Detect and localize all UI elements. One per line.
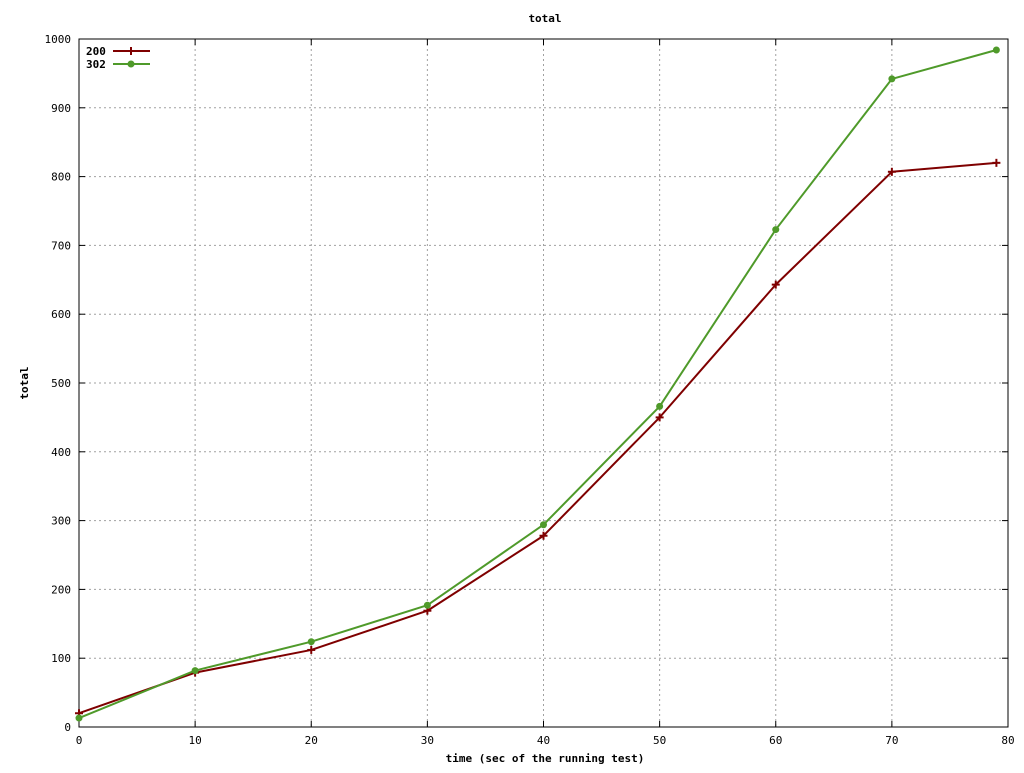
data-point (75, 714, 83, 722)
data-point (423, 601, 431, 609)
data-point (887, 167, 896, 176)
chart-title: total (528, 12, 561, 25)
y-tick-label: 100 (51, 652, 71, 665)
legend-marker (127, 47, 135, 55)
legend-marker (127, 60, 135, 68)
y-tick-label: 300 (51, 515, 71, 528)
legend-item: 200 (86, 45, 150, 58)
x-axis-title: time (sec of the running test) (446, 752, 645, 765)
y-tick-label: 400 (51, 446, 71, 459)
data-point (307, 638, 315, 646)
series (75, 46, 1001, 722)
data-point (540, 521, 547, 529)
data-point (772, 226, 780, 234)
x-tick-label: 20 (305, 734, 318, 747)
legend-label: 302 (86, 58, 106, 71)
y-tick-label: 600 (51, 308, 71, 321)
data-point (307, 645, 316, 654)
legend-label: 200 (86, 45, 106, 58)
data-point (655, 413, 664, 422)
y-tick-label: 1000 (45, 33, 72, 46)
y-tick-label: 500 (51, 377, 71, 390)
data-point (992, 158, 1001, 167)
data-point (656, 402, 664, 410)
legend-item: 302 (86, 58, 150, 71)
y-tick-label: 0 (64, 721, 71, 734)
x-tick-label: 10 (189, 734, 202, 747)
x-tick-label: 70 (885, 734, 898, 747)
data-point (992, 46, 1000, 54)
data-point (191, 667, 199, 675)
x-tick-label: 30 (421, 734, 434, 747)
x-tick-label: 50 (653, 734, 666, 747)
y-tick-label: 200 (51, 583, 71, 596)
y-tick-label: 900 (51, 102, 71, 115)
y-tick-label: 700 (51, 239, 71, 252)
y-tick-label: 800 (51, 171, 71, 184)
x-tick-label: 80 (1001, 734, 1014, 747)
x-tick-label: 60 (769, 734, 782, 747)
series-302 (75, 46, 1000, 722)
data-point (771, 280, 780, 289)
series-200 (75, 158, 1001, 718)
plot-frame (78, 38, 1009, 728)
data-point (888, 75, 896, 83)
data-point (539, 531, 548, 540)
ticks: 0 10 20 30 40 50 60 70 8001002003004005006007008… (45, 33, 1015, 747)
x-tick-label: 0 (76, 734, 83, 747)
x-tick-label: 40 (537, 734, 550, 747)
y-axis-title: total (18, 366, 31, 399)
